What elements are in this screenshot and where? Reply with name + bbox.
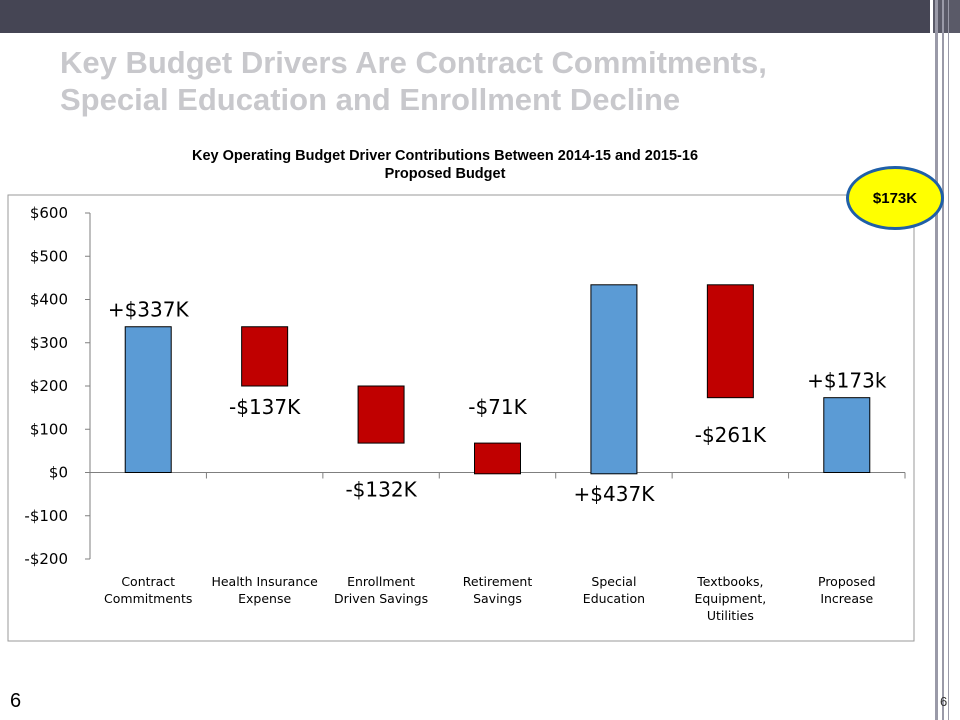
bar xyxy=(823,397,871,473)
side-rule xyxy=(942,0,944,720)
bar xyxy=(241,326,289,387)
category-label: Textbooks, xyxy=(696,574,763,589)
bar xyxy=(474,442,521,475)
slide-title-line: Key Budget Drivers Are Contract Commitme… xyxy=(60,45,767,80)
y-tick-label: $0 xyxy=(49,464,68,482)
y-tick-label: $300 xyxy=(30,334,68,352)
y-tick-label: $600 xyxy=(30,204,68,222)
bar xyxy=(357,385,405,444)
category-label: Retirement xyxy=(463,574,533,589)
category-label: Utilities xyxy=(707,608,754,623)
chart-title-line: Proposed Budget xyxy=(384,166,506,182)
category-label: Health Insurance xyxy=(211,574,318,589)
category-label: Driven Savings xyxy=(334,591,428,606)
category-label: Proposed xyxy=(818,574,876,589)
category-label: Special xyxy=(591,574,636,589)
data-label: -$261K xyxy=(695,423,767,447)
data-label: -$71K xyxy=(468,395,527,419)
data-label: +$173k xyxy=(807,369,887,393)
category-label: Expense xyxy=(238,591,291,606)
chart-title-line: Key Operating Budget Driver Contribution… xyxy=(191,148,699,164)
y-tick-label: $500 xyxy=(30,247,68,265)
top-bar xyxy=(0,0,930,33)
page-number-small: 6 xyxy=(940,694,948,709)
bar xyxy=(590,284,638,475)
category-label: Equipment, xyxy=(694,591,766,606)
side-rule xyxy=(948,0,949,720)
y-tick-label: $200 xyxy=(30,377,68,395)
y-tick-label: $100 xyxy=(30,420,68,438)
bar xyxy=(124,326,172,473)
category-label: Commitments xyxy=(104,591,192,606)
data-label: -$137K xyxy=(229,395,301,419)
total-badge-label: $173K xyxy=(872,189,918,207)
category-label: Contract xyxy=(121,574,175,589)
y-tick-label: $400 xyxy=(30,291,68,309)
slide-title-line: Special Education and Enrollment Decline xyxy=(60,82,681,117)
y-tick-label: -$200 xyxy=(24,550,68,568)
category-label: Enrollment xyxy=(347,574,415,589)
category-label: Increase xyxy=(820,591,873,606)
side-rule xyxy=(935,0,938,720)
data-label: +$437K xyxy=(574,482,656,506)
page-number: 6 xyxy=(10,690,22,712)
category-label: Savings xyxy=(473,591,522,606)
data-label: +$337K xyxy=(108,298,190,322)
total-badge: $173K xyxy=(846,166,944,230)
bar xyxy=(706,284,754,399)
chart-title: Key Operating Budget Driver Contribution… xyxy=(90,147,800,183)
y-tick-label: -$100 xyxy=(24,507,68,525)
slide-title: Key Budget Drivers Are Contract Commitme… xyxy=(60,44,920,118)
data-label: -$132K xyxy=(345,477,417,501)
category-label: Education xyxy=(583,591,645,606)
